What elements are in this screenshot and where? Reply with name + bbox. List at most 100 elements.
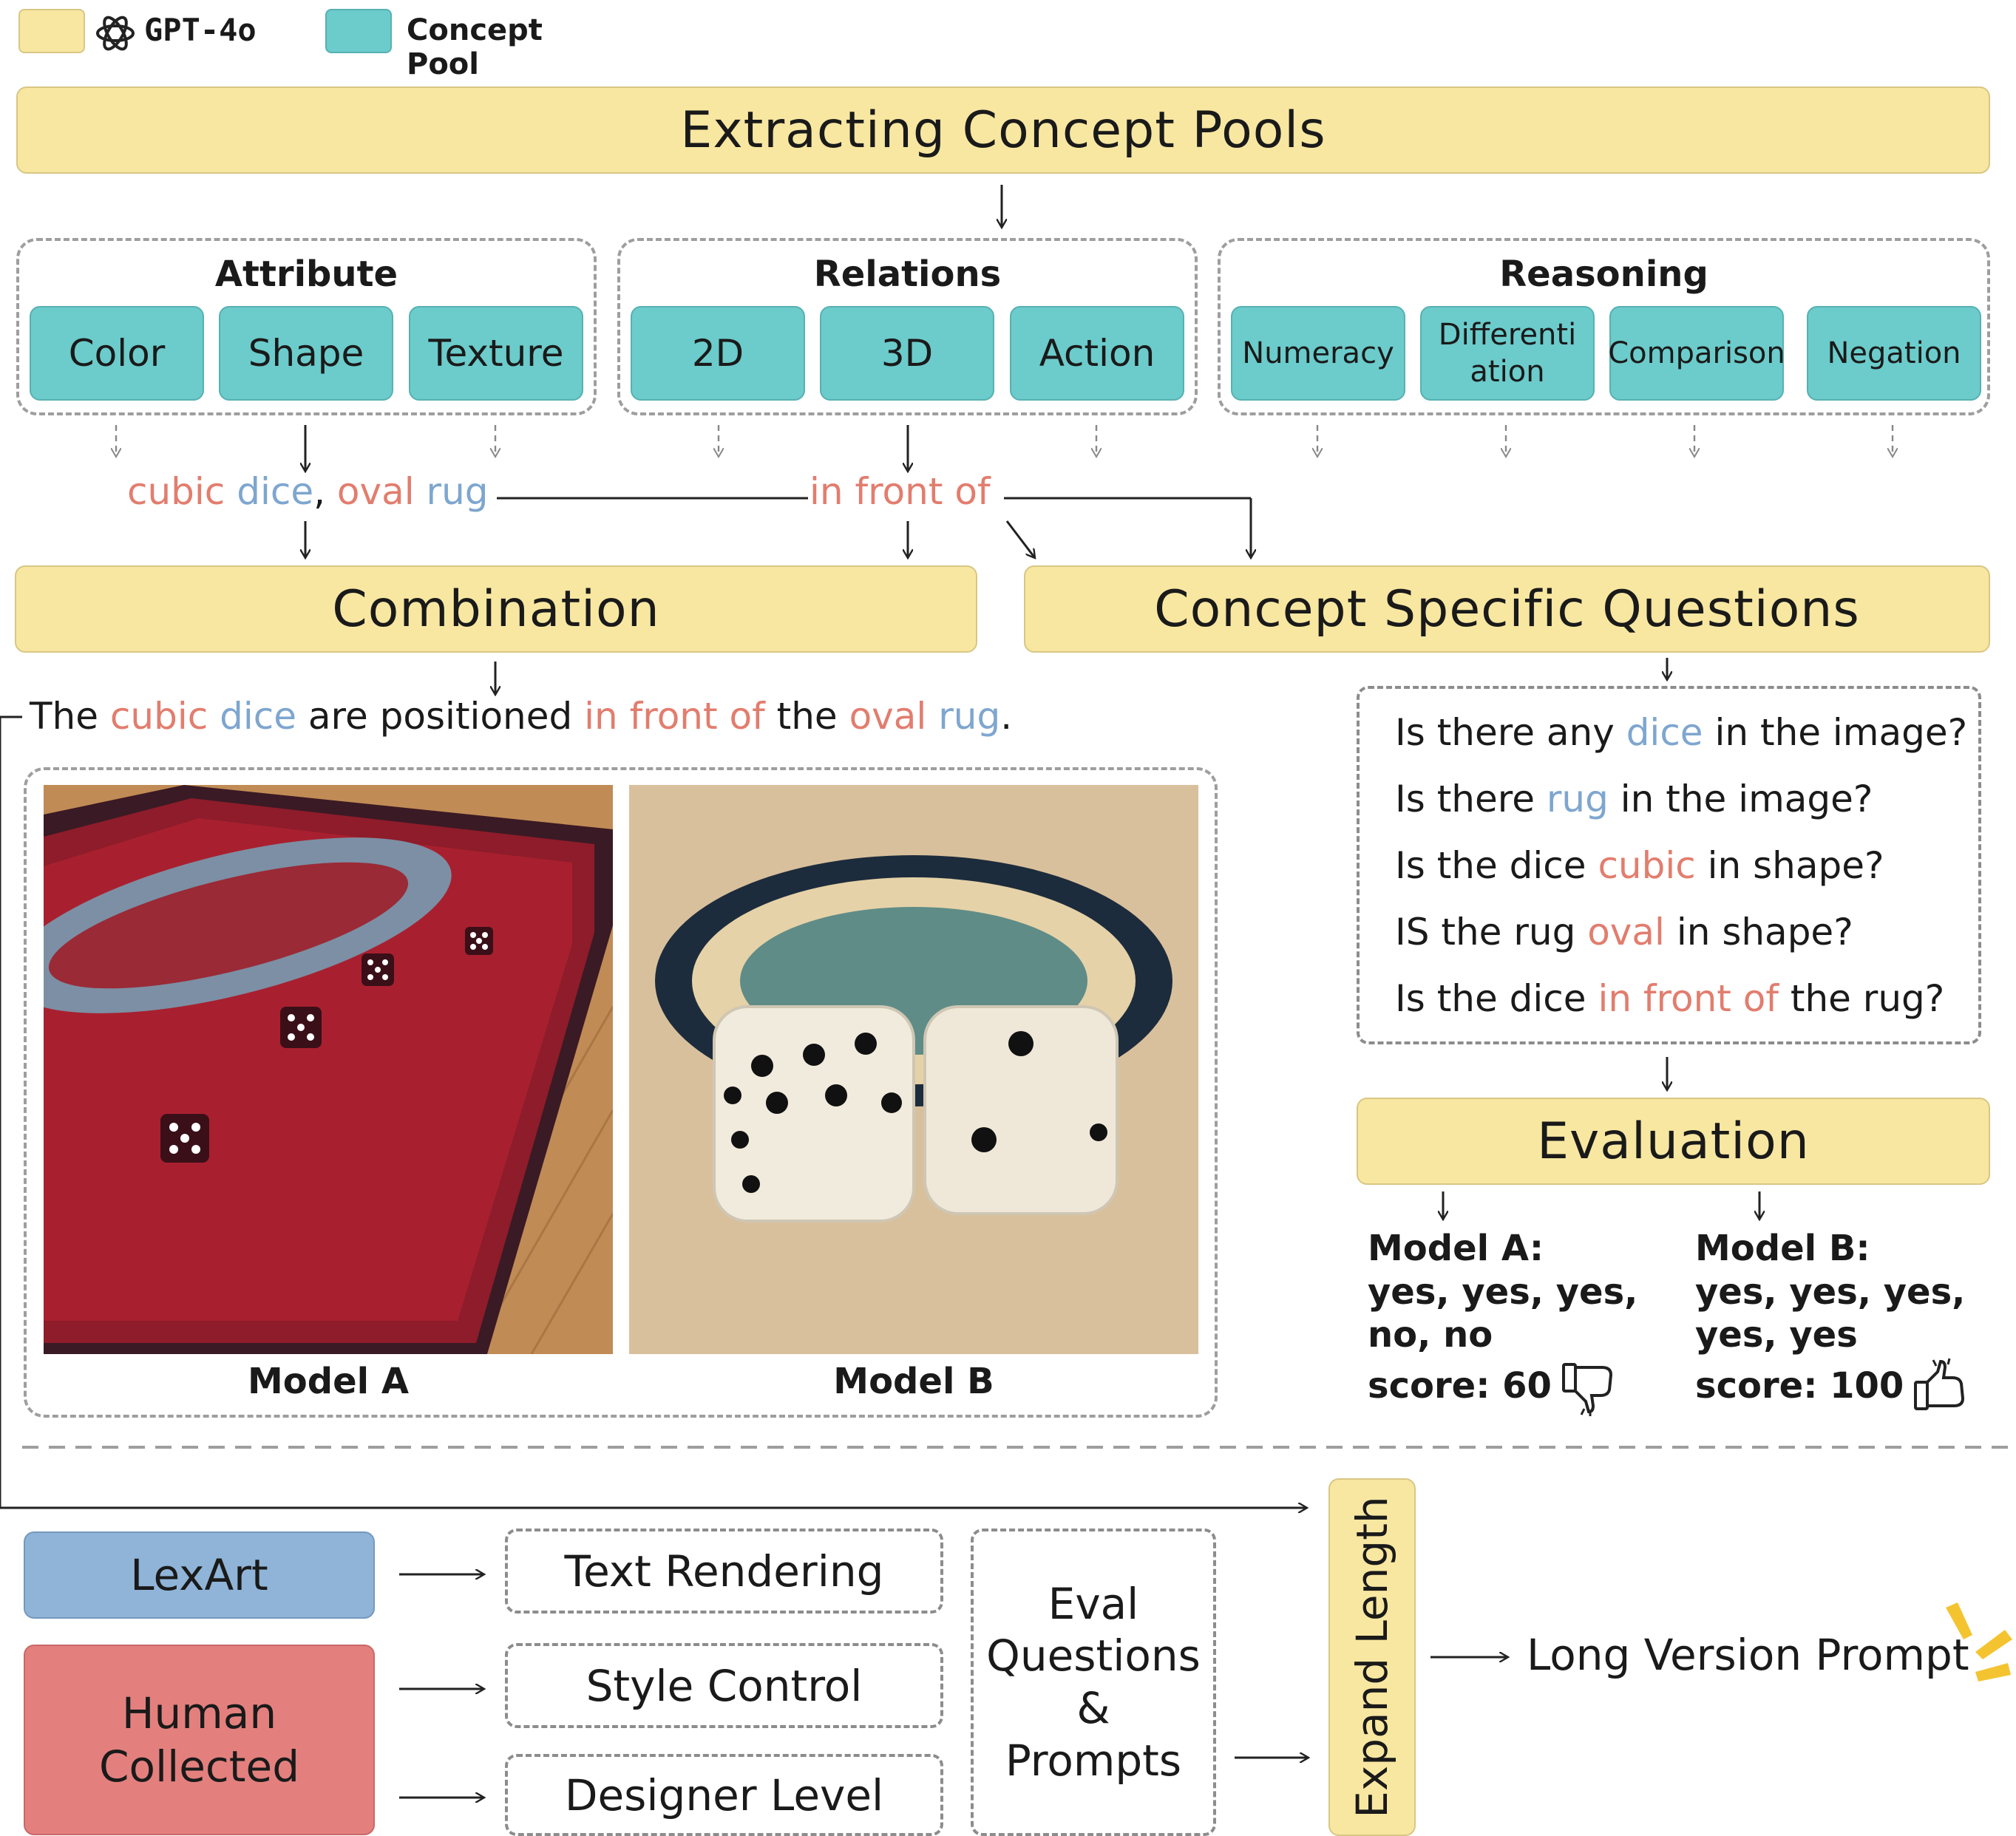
model-b-image xyxy=(629,785,1198,1354)
combined-prompt: The cubic dice are positioned in front o… xyxy=(30,695,1012,738)
question-text: in the image? xyxy=(1620,778,1873,820)
model-b-label: Model B xyxy=(833,1361,994,1402)
concept-shape: Shape xyxy=(219,306,393,401)
concept-color: Color xyxy=(30,306,204,401)
human-collected-line-1: Human xyxy=(121,1687,277,1738)
question-text: Is there any xyxy=(1395,711,1615,754)
extracting-concept-pools-box: Extracting Concept Pools xyxy=(16,86,1990,174)
question-highlight: rug xyxy=(1546,778,1609,820)
sentence-oval: oval xyxy=(849,695,927,738)
concept-action: Action xyxy=(1010,306,1184,401)
model-b-dice xyxy=(713,1005,1119,1223)
thumbs-up-icon xyxy=(1911,1357,1970,1416)
question-text: in shape? xyxy=(1676,911,1853,953)
question-row: IS the rug oval in shape? xyxy=(1395,911,1853,953)
sentence-dice: dice xyxy=(220,695,297,738)
concept-specific-questions-box: Concept Specific Questions xyxy=(1024,565,1990,653)
lexart-box: LexArt xyxy=(24,1531,375,1619)
combination-box: Combination xyxy=(15,565,977,653)
concept-differentiation: Differenti ation xyxy=(1420,306,1595,401)
sentence-of: of xyxy=(729,695,765,738)
legend-pool-swatch xyxy=(325,9,392,53)
evaluation-box: Evaluation xyxy=(1357,1098,1990,1185)
concept-negation: Negation xyxy=(1807,306,1981,401)
relation-word-in: in xyxy=(810,470,844,513)
sparkle-icon xyxy=(1946,1602,2012,1682)
extracted-relation: in front of xyxy=(810,470,991,513)
question-text: IS the rug xyxy=(1395,911,1576,953)
human-collected-box: Human Collected xyxy=(24,1645,375,1835)
concept-word-rug: rug xyxy=(426,470,489,513)
model-b-answers-2: yes, yes xyxy=(1695,1314,1858,1356)
relations-group: Relations 2D 3D Action xyxy=(617,238,1198,415)
eval-line-2: Questions xyxy=(986,1631,1201,1682)
text-rendering-box: Text Rendering xyxy=(505,1529,943,1614)
concept-3d: 3D xyxy=(820,306,994,401)
expand-length-box: Expand Length xyxy=(1328,1478,1416,1836)
question-text: in shape? xyxy=(1707,844,1884,887)
model-b-result-title: Model B: xyxy=(1695,1228,1870,1269)
model-a-score: score: 60 xyxy=(1368,1365,1552,1407)
legend-pool-label: Concept Pool xyxy=(407,13,543,81)
sentence-in: in xyxy=(584,695,618,738)
model-a-image xyxy=(44,785,613,1354)
question-text: Is there xyxy=(1395,778,1535,820)
reasoning-group: Reasoning Numeracy Differenti ation Comp… xyxy=(1218,238,1990,415)
question-row: Is the dice cubic in shape? xyxy=(1395,844,1884,887)
reasoning-group-title: Reasoning xyxy=(1499,254,1708,295)
concept-texture: Texture xyxy=(409,306,583,401)
question-row: Is there rug in the image? xyxy=(1395,778,1873,820)
model-b-answers-1: yes, yes, yes, xyxy=(1695,1271,1966,1313)
question-highlight: in front of xyxy=(1598,977,1779,1020)
eval-line-4: Prompts xyxy=(1005,1735,1182,1786)
model-images-panel: Model A Model B xyxy=(24,767,1218,1418)
relations-group-title: Relations xyxy=(813,254,1002,295)
concept-word-cubic: cubic xyxy=(127,470,225,513)
question-text: in the image? xyxy=(1714,711,1968,754)
human-collected-line-2: Collected xyxy=(98,1741,300,1792)
model-b-result: Model B: yes, yes, yes, yes, yes score: … xyxy=(1695,1227,1991,1416)
attribute-group-title: Attribute xyxy=(214,254,398,295)
sentence-the-2: the xyxy=(776,695,838,738)
sentence-the: The xyxy=(30,695,98,738)
question-text: the rug? xyxy=(1790,977,1945,1020)
long-version-prompt: Long Version Prompt xyxy=(1527,1630,1969,1680)
thumbs-down-icon xyxy=(1559,1357,1618,1416)
concept-word-oval: oval xyxy=(336,470,415,513)
model-a-dice xyxy=(160,927,493,1163)
concept-2d: 2D xyxy=(631,306,805,401)
relation-word-front: front xyxy=(855,470,943,513)
question-text: Is the dice xyxy=(1395,844,1586,887)
style-control-box: Style Control xyxy=(505,1643,943,1728)
model-a-result-title: Model A: xyxy=(1368,1228,1544,1269)
legend-gpt-swatch xyxy=(18,9,85,53)
model-a-label: Model A xyxy=(248,1361,409,1402)
concept-numeracy: Numeracy xyxy=(1231,306,1405,401)
question-highlight: dice xyxy=(1626,711,1703,754)
relation-word-of: of xyxy=(954,470,991,513)
eval-line-3: & xyxy=(1076,1683,1110,1733)
concept-comma: , xyxy=(313,470,326,513)
sentence-front: front xyxy=(629,695,718,738)
legend-gpt-label: GPT-4o xyxy=(144,12,257,48)
model-b-score: score: 100 xyxy=(1695,1365,1904,1407)
eval-questions-prompts-box: Eval Questions & Prompts xyxy=(971,1529,1216,1836)
model-a-answers-2: no, no xyxy=(1368,1314,1493,1356)
question-highlight: oval xyxy=(1587,911,1665,953)
sentence-are-positioned: are positioned xyxy=(308,695,573,738)
extracted-objects: cubic dice, oval rug xyxy=(127,470,489,513)
model-a-answers-1: yes, yes, yes, xyxy=(1368,1271,1638,1313)
question-row: Is the dice in front of the rug? xyxy=(1395,977,1944,1020)
concept-word-dice: dice xyxy=(237,470,314,513)
sentence-cubic: cubic xyxy=(109,695,208,738)
openai-logo-icon xyxy=(92,10,138,56)
expand-length-label: Expand Length xyxy=(1347,1496,1397,1818)
legend: GPT-4o Concept Pool xyxy=(18,9,610,81)
sentence-rug: rug xyxy=(938,695,1001,738)
model-a-result: Model A: yes, yes, yes, no, no score: 60 xyxy=(1368,1227,1678,1416)
designer-level-box: Designer Level xyxy=(505,1754,943,1836)
question-row: Is there any dice in the image? xyxy=(1395,711,1967,754)
question-highlight: cubic xyxy=(1598,844,1696,887)
concept-comparison: Comparison xyxy=(1608,306,1785,401)
